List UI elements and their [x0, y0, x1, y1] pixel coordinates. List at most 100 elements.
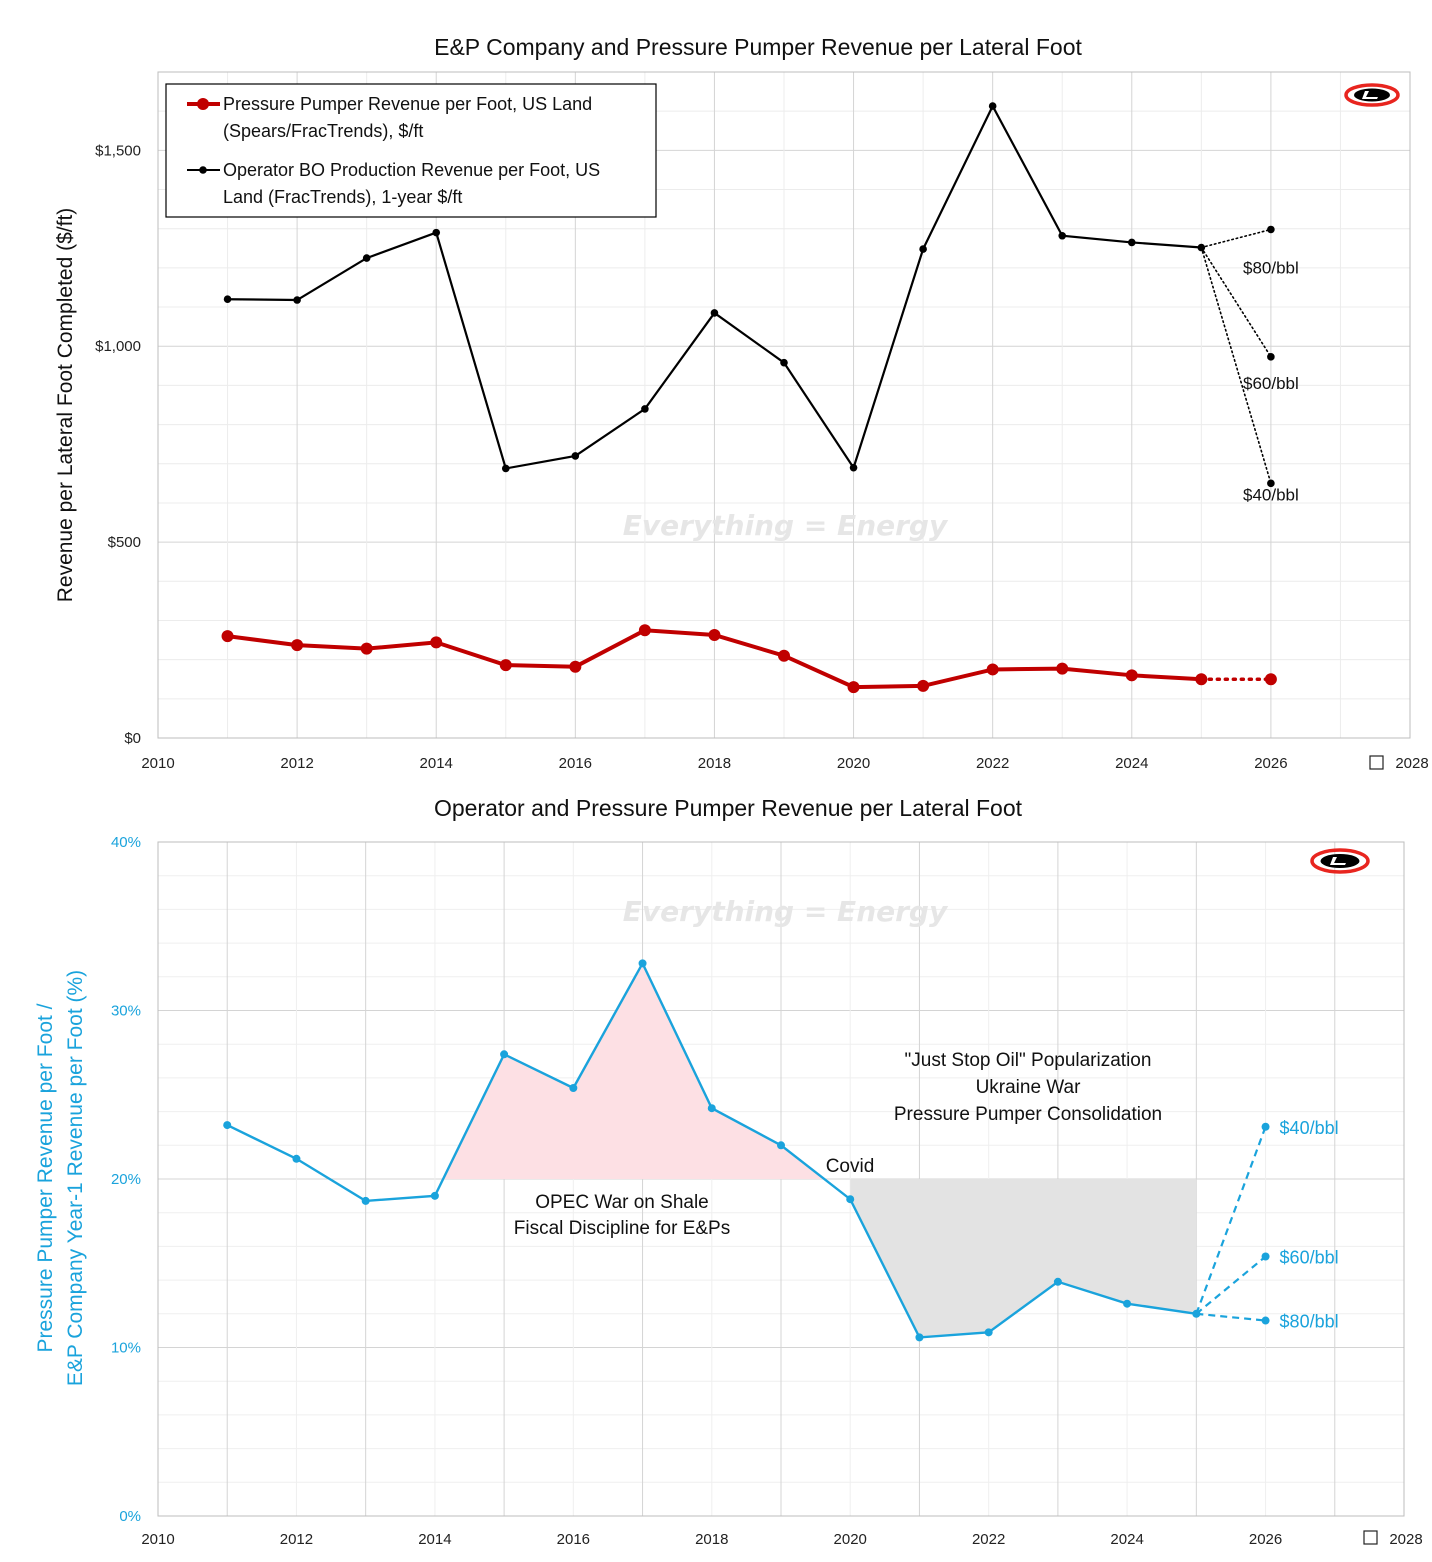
- x-tick-label: 2028: [1389, 1531, 1422, 1548]
- liberty-logo-icon: [1310, 848, 1370, 874]
- x-tick-label: 2016: [559, 755, 592, 772]
- ratio-data-point: [638, 959, 647, 968]
- operator-data-point: [501, 464, 510, 473]
- x-tick-label: 2028: [1395, 755, 1428, 772]
- pumper-data-point: [1056, 662, 1069, 675]
- x-tick-label: 2026: [1254, 755, 1287, 772]
- projection-label: $80/bbl: [1280, 1312, 1339, 1332]
- y-tick-label: 20%: [111, 1171, 141, 1188]
- pumper-data-point: [708, 628, 721, 641]
- y-tick-label: $1,000: [95, 338, 141, 355]
- x-tick-label: 2014: [418, 1531, 451, 1548]
- x-tick-label: 2012: [280, 755, 313, 772]
- projection-label: $60/bbl: [1280, 1248, 1339, 1268]
- operator-data-point: [223, 295, 232, 304]
- pumper-data-point: [778, 649, 790, 662]
- operator-data-point: [1197, 243, 1206, 252]
- ratio-data-point: [846, 1195, 855, 1204]
- x-tick-label: 2022: [976, 755, 1009, 772]
- projection-point: [1261, 1122, 1270, 1131]
- projection-point: [1267, 225, 1275, 234]
- x-tick-label: 2020: [837, 755, 870, 772]
- projection-line: [1200, 246, 1272, 358]
- projection-label: $80/bbl: [1243, 258, 1299, 277]
- ratio-data-point: [984, 1328, 993, 1337]
- operator-data-point: [988, 102, 997, 110]
- slicer-icon: [1363, 1530, 1378, 1545]
- ratio-data-point: [1123, 1299, 1132, 1308]
- operator-data-point: [571, 452, 580, 460]
- x-tick-label: 2010: [141, 1531, 174, 1548]
- legend-marker-pumper: [197, 98, 209, 110]
- logo-letter: [1330, 857, 1346, 865]
- operator-data-point: [919, 245, 927, 253]
- ratio-data-point: [361, 1196, 370, 1205]
- operator-data-point: [1058, 231, 1067, 240]
- pumper-data-point: [1195, 673, 1208, 686]
- watermark: Everything = Energy: [623, 895, 949, 928]
- x-tick-label: 2024: [1110, 1531, 1143, 1548]
- pumper-data-point: [291, 639, 304, 652]
- y-axis-label-line: E&P Company Year-1 Revenue per Foot (%): [64, 970, 87, 1386]
- chart-title: Operator and Pressure Pumper Revenue per…: [434, 795, 1023, 821]
- projection-line: [1195, 1255, 1267, 1315]
- ratio-data-point: [777, 1141, 785, 1150]
- legend-box: [165, 83, 657, 218]
- ratio-data-point: [430, 1191, 439, 1200]
- revenue-per-foot-chart: E&P Company and Pressure Pumper Revenue …: [54, 34, 1429, 772]
- projection-label: $40/bbl: [1243, 485, 1299, 504]
- y-tick-label: 10%: [111, 1340, 141, 1357]
- pumper-data-point: [1125, 669, 1138, 682]
- logo-ring: [1310, 848, 1370, 874]
- shaded-region-opec: [443, 963, 825, 1179]
- legend-label: Operator BO Production Revenue per Foot,…: [223, 160, 600, 180]
- chart-title: E&P Company and Pressure Pumper Revenue …: [434, 34, 1082, 60]
- ratio-data-point: [915, 1333, 924, 1342]
- y-axis-label: Revenue per Lateral Foot Completed ($/ft…: [54, 208, 77, 603]
- projection-point: [1267, 353, 1275, 361]
- legend: Pressure Pumper Revenue per Foot, US Lan…: [165, 83, 657, 218]
- operator-data-point: [641, 405, 649, 413]
- projection-label: $40/bbl: [1280, 1118, 1339, 1138]
- logo-core: [1354, 88, 1390, 102]
- ratio-data-point: [707, 1104, 716, 1113]
- projection-point: [1261, 1252, 1270, 1261]
- projection-point: [1267, 479, 1275, 488]
- legend-marker-operator: [199, 166, 207, 174]
- y-tick-label: 30%: [111, 1003, 141, 1020]
- operator-data-point: [362, 254, 371, 262]
- pumper-data-point: [499, 659, 512, 672]
- annotation-opec: Fiscal Discipline for E&Ps: [514, 1218, 730, 1239]
- legend-label: Land (FracTrends), 1-year $/ft: [223, 187, 462, 207]
- liberty-logo-icon: [1344, 83, 1400, 107]
- annotation-opec: OPEC War on Shale: [535, 1192, 709, 1213]
- annotation-just-stop-oil: Pressure Pumper Consolidation: [894, 1104, 1162, 1125]
- y-tick-label: 40%: [111, 834, 141, 851]
- ratio-data-point: [1192, 1309, 1201, 1318]
- x-tick-label: 2010: [141, 755, 174, 772]
- x-tick-label-2028: 2028: [1363, 1530, 1423, 1548]
- slicer-icon: [1369, 755, 1384, 770]
- revenue-ratio-chart: Operator and Pressure Pumper Revenue per…: [34, 795, 1423, 1548]
- operator-data-point: [293, 296, 301, 304]
- ratio-data-point: [292, 1154, 301, 1163]
- y-tick-label: $500: [108, 534, 141, 551]
- watermark: Everything = Energy: [623, 509, 949, 542]
- pumper-data-point: [986, 663, 999, 676]
- pumper-data-point: [638, 624, 651, 637]
- projection-line: [1200, 246, 1272, 485]
- operator-data-point: [710, 309, 719, 317]
- annotation-just-stop-oil: Ukraine War: [976, 1077, 1082, 1098]
- operator-data-point: [432, 228, 441, 237]
- projection-point: [1261, 1316, 1270, 1325]
- y-axis-label-line: Pressure Pumper Revenue per Foot /: [34, 1003, 57, 1352]
- ratio-data-point: [223, 1121, 232, 1130]
- pumper-data-point: [847, 681, 860, 694]
- y-tick-label: $0: [124, 730, 141, 747]
- annotation-covid: Covid: [826, 1156, 875, 1177]
- x-tick-label: 2018: [698, 755, 731, 772]
- projection-line: [1200, 228, 1272, 249]
- ratio-data-point: [1053, 1277, 1062, 1286]
- ratio-data-point: [569, 1084, 578, 1093]
